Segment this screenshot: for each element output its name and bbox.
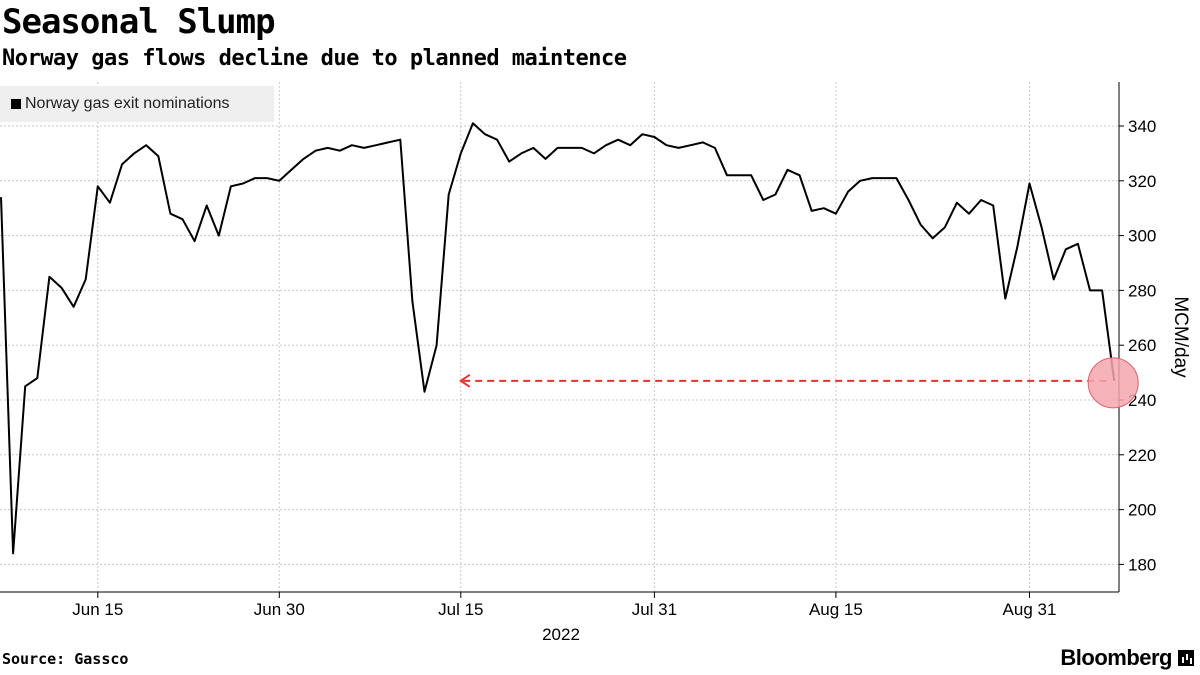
highlight-circle (1087, 357, 1139, 409)
legend: Norway gas exit nominations (0, 86, 274, 122)
y-tick-label: 340 (1128, 117, 1156, 136)
y-tick-label: 180 (1128, 555, 1156, 574)
legend-label: Norway gas exit nominations (25, 95, 230, 112)
y-tick-label: 280 (1128, 281, 1156, 300)
gridlines (0, 82, 1118, 592)
annotation-arrowhead (458, 373, 471, 388)
x-tick-label: Jun 15 (72, 600, 123, 619)
bloomberg-chart-icon (1178, 650, 1194, 666)
chart-subtitle: Norway gas flows decline due to planned … (2, 46, 627, 71)
x-tick-label: Jul 15 (438, 600, 483, 619)
source-note: Source: Gassco (2, 650, 129, 668)
series-layer (0, 122, 1116, 555)
series-line (0, 122, 1116, 555)
annotations (458, 357, 1139, 409)
brand-logo: Bloomberg (1060, 645, 1194, 671)
y-tick-label: 300 (1128, 227, 1156, 246)
y-tick-label: 260 (1128, 336, 1156, 355)
x-tick-label: Jun 30 (254, 600, 305, 619)
x-tick-label: Aug 31 (1003, 600, 1057, 619)
y-tick-label: 200 (1128, 501, 1156, 520)
x-year-label: 2022 (542, 625, 580, 644)
legend-swatch (11, 99, 21, 109)
y-tick-label: 320 (1128, 172, 1156, 191)
y-tick-label: 220 (1128, 446, 1156, 465)
brand-name: Bloomberg (1060, 645, 1172, 670)
y-axis-title: MCM/day (1170, 296, 1191, 378)
x-tick-label: Aug 15 (809, 600, 863, 619)
x-tick-label: Jul 31 (632, 600, 677, 619)
chart-title: Seasonal Slump (2, 2, 276, 42)
